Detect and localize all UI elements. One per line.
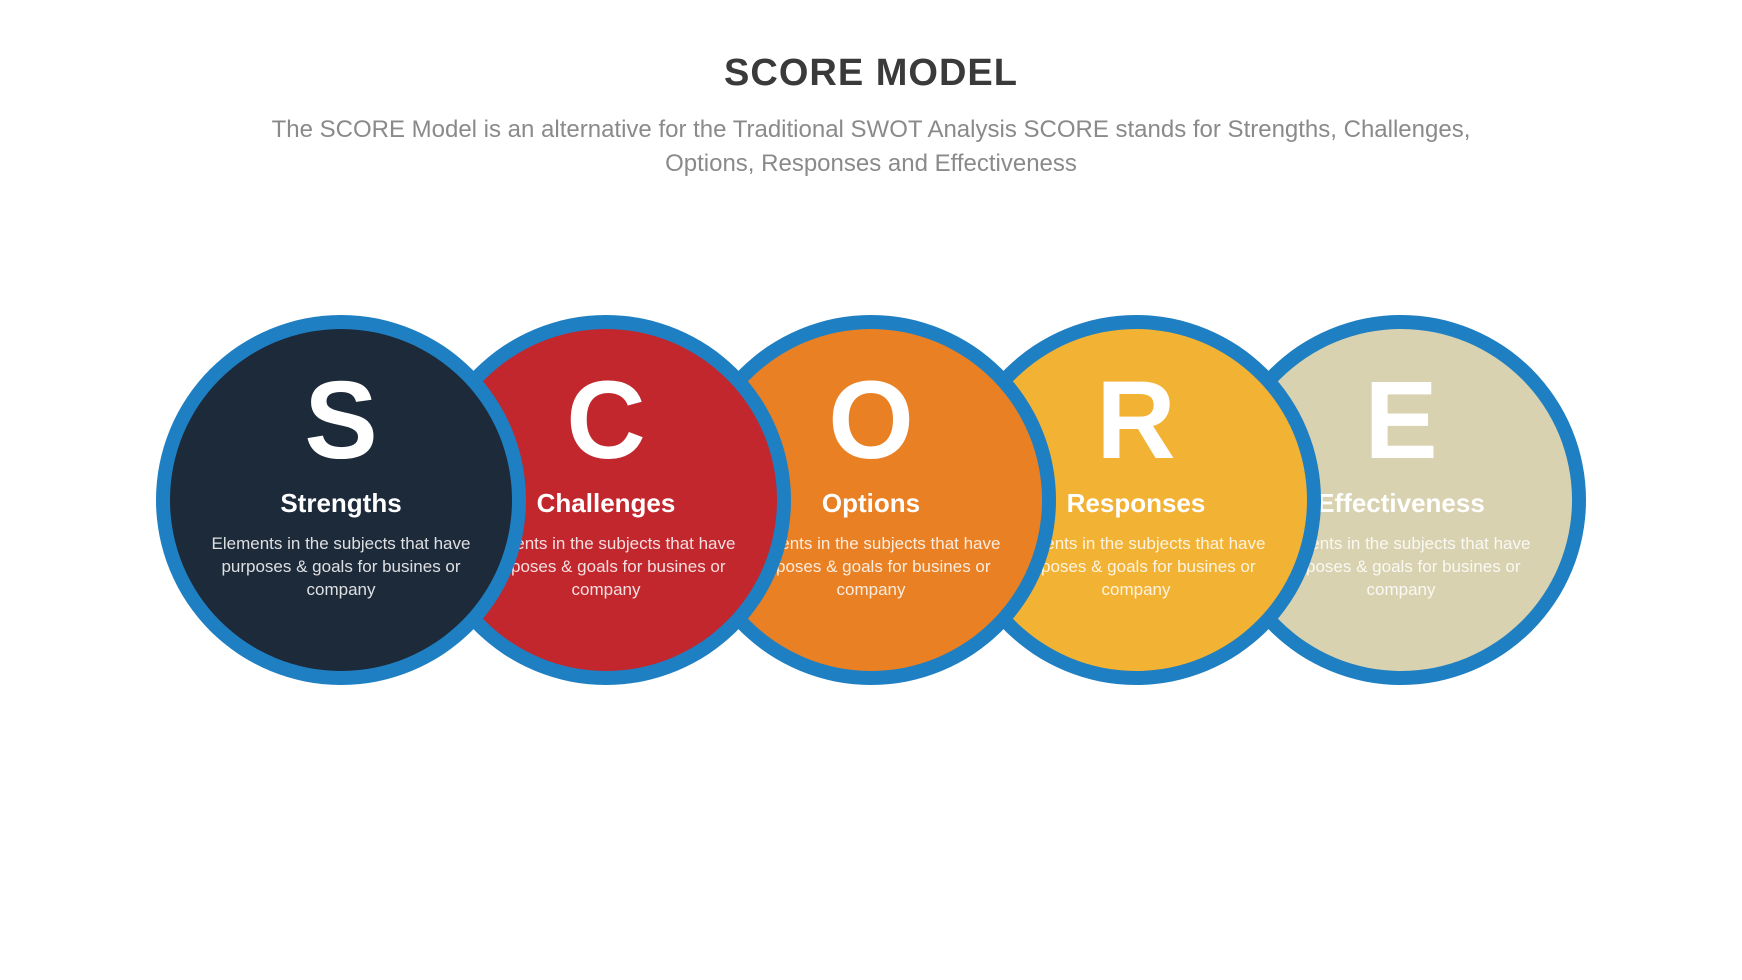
score-circles-row: S Strengths Elements in the subjects that … (156, 315, 1586, 685)
score-label: Responses (1067, 488, 1206, 519)
page: SCORE MODEL The SCORE Model is an altern… (0, 0, 1742, 980)
score-circle-inner-s: S Strengths Elements in the subjects that … (170, 329, 512, 671)
score-letter: R (1096, 371, 1175, 470)
score-letter: S (304, 371, 377, 470)
score-letter: E (1364, 371, 1437, 470)
page-subtitle: The SCORE Model is an alternative for th… (271, 113, 1471, 180)
score-label: Effectiveness (1317, 488, 1485, 519)
header: SCORE MODEL The SCORE Model is an altern… (0, 52, 1742, 180)
page-title: SCORE MODEL (0, 52, 1742, 95)
score-letter: O (828, 371, 914, 470)
score-label: Options (822, 488, 920, 519)
score-label: Challenges (537, 488, 676, 519)
score-label: Strengths (280, 488, 401, 519)
score-description: Elements in the subjects that have purpo… (170, 533, 512, 602)
score-letter: C (566, 371, 645, 470)
score-circle-s: S Strengths Elements in the subjects that … (156, 315, 526, 685)
